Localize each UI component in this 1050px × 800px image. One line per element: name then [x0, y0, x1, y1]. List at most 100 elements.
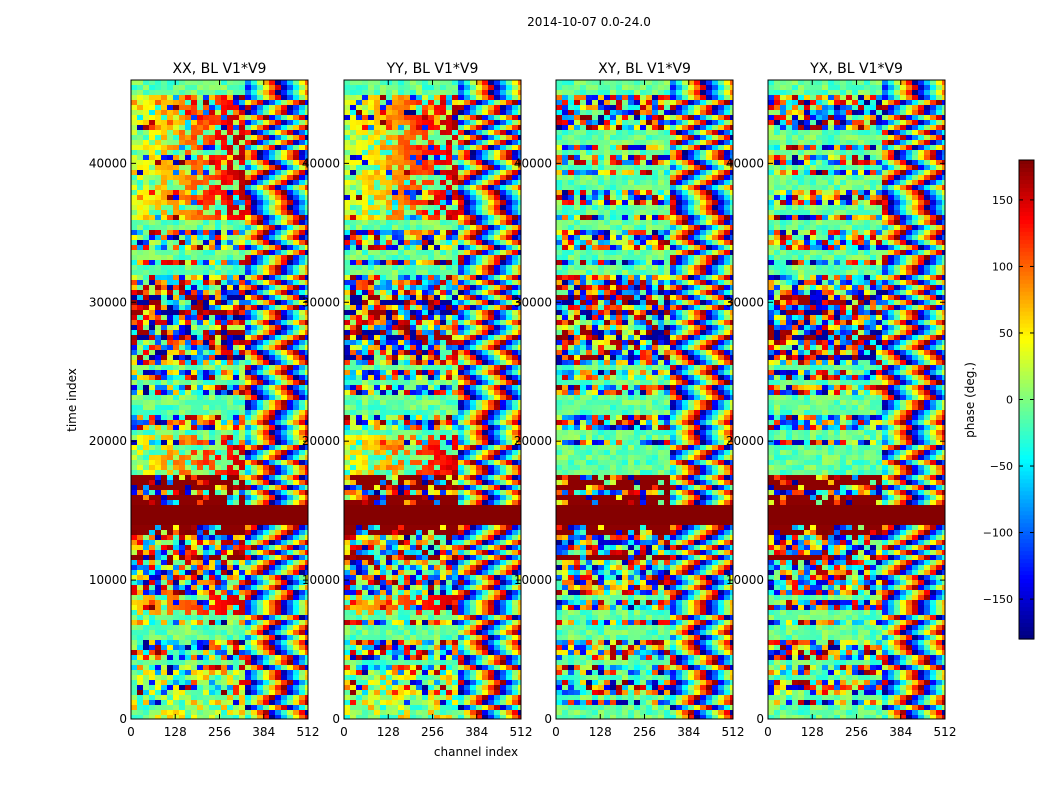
heatmap-cell	[137, 455, 144, 461]
heatmap-cell	[209, 520, 216, 526]
heatmap-cell	[167, 690, 174, 696]
heatmap-cell	[374, 160, 381, 166]
heatmap-cell	[221, 205, 228, 211]
heatmap-cell	[362, 135, 369, 141]
heatmap-cell	[275, 315, 282, 321]
heatmap-cell	[434, 130, 441, 136]
heatmap-cell	[476, 250, 483, 256]
heatmap-cell	[179, 615, 186, 621]
heatmap-cell	[269, 700, 276, 706]
heatmap-cell	[155, 220, 162, 226]
heatmap-cell	[428, 200, 435, 206]
heatmap-cell	[155, 435, 162, 441]
heatmap-cell	[191, 190, 198, 196]
heatmap-cell	[221, 200, 228, 206]
heatmap-cell	[287, 555, 294, 561]
heatmap-cell	[149, 260, 156, 266]
heatmap-cell	[263, 295, 270, 301]
heatmap-cell	[251, 640, 258, 646]
heatmap-cell	[494, 235, 501, 241]
heatmap-cell	[239, 585, 246, 591]
heatmap-cell	[227, 200, 234, 206]
heatmap-cell	[293, 155, 300, 161]
heatmap-cell	[251, 310, 258, 316]
heatmap-cell	[221, 105, 228, 111]
heatmap-cell	[281, 170, 288, 176]
heatmap-cell	[263, 390, 270, 396]
heatmap-cell	[173, 310, 180, 316]
heatmap-cell	[227, 165, 234, 171]
heatmap-cell	[305, 495, 309, 501]
heatmap-cell	[287, 240, 294, 246]
heatmap-cell	[215, 585, 222, 591]
heatmap-cell	[263, 110, 270, 116]
heatmap-cell	[518, 255, 522, 261]
heatmap-cell	[227, 565, 234, 571]
heatmap-cell	[305, 480, 309, 486]
heatmap-cell	[386, 135, 393, 141]
heatmap-cell	[506, 85, 513, 91]
heatmap-cell	[239, 280, 246, 286]
heatmap-cell	[428, 245, 435, 251]
heatmap-cell	[362, 195, 369, 201]
heatmap-cell	[275, 320, 282, 326]
heatmap-cell	[209, 665, 216, 671]
x-tick-label: 384	[252, 725, 275, 739]
heatmap-cell	[470, 250, 477, 256]
heatmap-cell	[185, 210, 192, 216]
heatmap-cell	[470, 255, 477, 261]
heatmap-cell	[239, 610, 246, 616]
heatmap-cell	[239, 80, 246, 86]
heatmap-cell	[173, 145, 180, 151]
heatmap-cell	[143, 595, 150, 601]
heatmap-cell	[482, 180, 489, 186]
heatmap-cell	[233, 400, 240, 406]
heatmap-cell	[500, 155, 507, 161]
heatmap-cell	[185, 80, 192, 86]
heatmap-cell	[173, 250, 180, 256]
heatmap-cell	[131, 450, 138, 456]
heatmap-cell	[281, 510, 288, 516]
heatmap-cell	[245, 145, 252, 151]
heatmap-cell	[209, 210, 216, 216]
heatmap-cell	[239, 515, 246, 521]
heatmap-cell	[179, 510, 186, 516]
heatmap-cell	[167, 430, 174, 436]
heatmap-cell	[374, 265, 381, 271]
heatmap-cell	[458, 190, 465, 196]
heatmap-cell	[356, 240, 363, 246]
heatmap-cell	[215, 490, 222, 496]
heatmap-cell	[149, 180, 156, 186]
heatmap-cell	[197, 325, 204, 331]
heatmap-cell	[167, 295, 174, 301]
heatmap-cell	[215, 425, 222, 431]
heatmap-cell	[137, 570, 144, 576]
heatmap-cell	[299, 410, 306, 416]
heatmap-cell	[155, 420, 162, 426]
heatmap-cell	[500, 260, 507, 266]
heatmap-cell	[263, 415, 270, 421]
heatmap-cell	[386, 190, 393, 196]
heatmap-cell	[143, 100, 150, 106]
heatmap-cell	[173, 700, 180, 706]
heatmap-cell	[404, 120, 411, 126]
heatmap-cell	[215, 655, 222, 661]
heatmap-cell	[299, 195, 306, 201]
heatmap-cell	[440, 140, 447, 146]
heatmap-cell	[380, 235, 387, 241]
heatmap-cell	[275, 585, 282, 591]
heatmap-cell	[185, 355, 192, 361]
heatmap-cell	[482, 235, 489, 241]
heatmap-cell	[293, 490, 300, 496]
heatmap-cell	[191, 90, 198, 96]
heatmap-cell	[173, 645, 180, 651]
heatmap-cell	[173, 520, 180, 526]
heatmap-cell	[203, 290, 210, 296]
heatmap-cell	[416, 90, 423, 96]
heatmap-cell	[197, 405, 204, 411]
heatmap-cell	[476, 260, 483, 266]
heatmap-cell	[239, 685, 246, 691]
heatmap-cell	[293, 80, 300, 86]
heatmap-cell	[173, 560, 180, 566]
heatmap-cell	[500, 195, 507, 201]
